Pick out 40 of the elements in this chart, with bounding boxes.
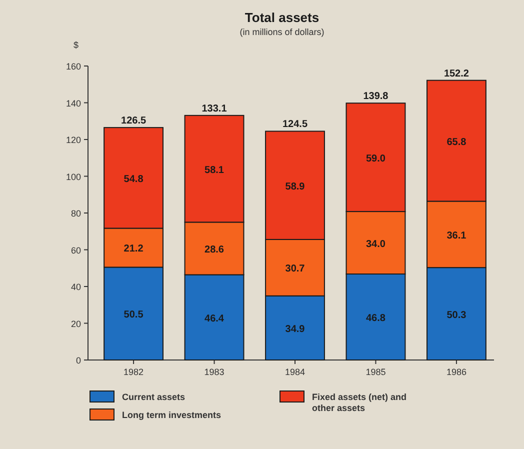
data-label: 54.8 xyxy=(124,174,144,185)
x-tick-label: 1984 xyxy=(284,367,306,377)
data-label: 50.5 xyxy=(124,310,144,321)
legend-label: Long term investments xyxy=(122,410,222,420)
data-label: 65.8 xyxy=(446,136,467,148)
total-label: 152.2 xyxy=(444,68,470,80)
total-label: 124.5 xyxy=(282,119,308,130)
x-tick-label: 1986 xyxy=(446,367,466,377)
chart-title: Total assets xyxy=(244,10,320,25)
data-label: 58.9 xyxy=(285,181,306,192)
x-tick-label: 1985 xyxy=(366,367,386,377)
data-label: 34.0 xyxy=(366,238,386,250)
total-label: 126.5 xyxy=(121,116,146,127)
data-label: 46.4 xyxy=(204,313,224,324)
y-tick-label: 40 xyxy=(70,282,81,292)
y-tick-label: 80 xyxy=(70,208,81,218)
y-tick-label: 120 xyxy=(66,135,81,145)
data-label: 21.2 xyxy=(124,244,144,255)
y-tick-label: 60 xyxy=(70,245,81,256)
x-tick-label: 1983 xyxy=(204,367,224,377)
data-label: 50.3 xyxy=(446,310,467,321)
total-label: 139.8 xyxy=(363,91,389,102)
data-label: 28.6 xyxy=(204,244,224,256)
legend-label: Fixed assets (net) and other assets xyxy=(312,392,407,413)
y-tick-label: 20 xyxy=(70,318,81,329)
y-tick-label: 100 xyxy=(66,172,81,182)
legend-label: Current assets xyxy=(122,392,186,402)
x-tick-label: 1982 xyxy=(124,367,144,377)
chart-subtitle: (in millions of dollars) xyxy=(240,27,324,37)
total-label: 133.1 xyxy=(202,103,228,114)
y-tick-label: 0 xyxy=(76,356,81,366)
y-tick-label: 140 xyxy=(66,98,81,108)
data-label: 36.1 xyxy=(446,230,467,242)
y-tick-label: 160 xyxy=(66,62,81,72)
data-label: 30.7 xyxy=(285,264,306,275)
data-label: 58.1 xyxy=(204,164,224,176)
data-label: 46.8 xyxy=(366,313,386,324)
data-label: 34.9 xyxy=(285,324,306,335)
data-label: 59.0 xyxy=(366,153,386,164)
y-axis-title: $ xyxy=(73,40,79,50)
